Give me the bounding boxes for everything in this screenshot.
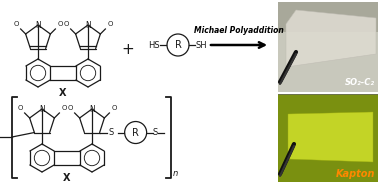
Text: R: R xyxy=(132,128,139,137)
Text: R: R xyxy=(175,40,181,50)
Text: +: + xyxy=(122,43,134,57)
Bar xyxy=(278,2,378,92)
Text: O: O xyxy=(63,21,69,27)
Text: n: n xyxy=(173,169,178,178)
Text: N: N xyxy=(39,105,45,114)
Text: X: X xyxy=(59,88,67,98)
Text: S: S xyxy=(108,128,114,137)
Text: SH: SH xyxy=(195,40,207,49)
Bar xyxy=(278,32,378,92)
Text: HS: HS xyxy=(148,40,160,49)
Text: S: S xyxy=(153,128,158,137)
Text: SO₂-C₂: SO₂-C₂ xyxy=(345,78,375,87)
Text: N: N xyxy=(35,20,41,29)
Text: O: O xyxy=(61,105,67,111)
Text: N: N xyxy=(85,20,91,29)
Text: O: O xyxy=(107,21,113,27)
Text: Michael Polyaddition: Michael Polyaddition xyxy=(194,26,284,35)
Bar xyxy=(278,94,378,182)
Text: O: O xyxy=(57,21,63,27)
Text: O: O xyxy=(13,21,19,27)
Text: O: O xyxy=(112,105,117,111)
Text: O: O xyxy=(67,105,73,111)
Text: O: O xyxy=(17,105,23,111)
Polygon shape xyxy=(288,112,373,162)
Text: N: N xyxy=(89,105,95,114)
Text: X: X xyxy=(63,173,71,183)
Polygon shape xyxy=(286,10,376,67)
Text: Kapton: Kapton xyxy=(336,169,375,179)
